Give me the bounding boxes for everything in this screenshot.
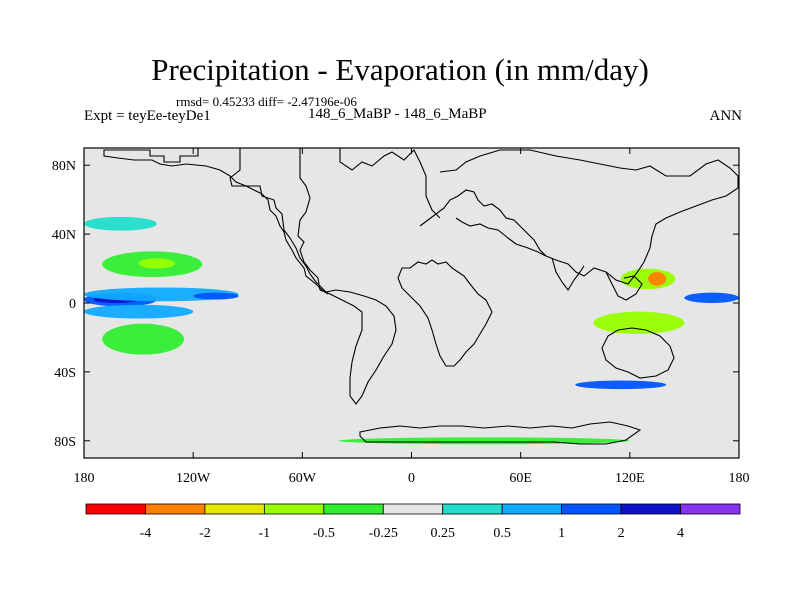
x-tick-label: 60E <box>509 471 532 486</box>
field-north-pacific-subtropic-core <box>138 258 175 269</box>
colorbar-label: 0.25 <box>430 526 455 541</box>
coastline-greenland <box>339 148 441 219</box>
field-west-pacific-wet <box>684 292 739 304</box>
coastline-india <box>551 257 585 291</box>
coastline-layer <box>103 148 739 445</box>
field-pacific-itcz-dark <box>193 292 239 300</box>
colorbar-swatch <box>442 503 503 515</box>
field-antarctic-coast-dry <box>338 437 630 445</box>
runs-subtitle: 148_6_MaBP - 148_6_MaBP <box>308 106 487 122</box>
colorbar-swatch <box>620 503 681 515</box>
x-tick-label: 180 <box>729 471 750 486</box>
field-north-pacific-midlat-wet <box>84 216 157 231</box>
y-tick-label: 0 <box>69 297 76 312</box>
y-tick-label: 80N <box>52 159 76 174</box>
coastline-north-america-east <box>297 148 321 291</box>
colorbar-label: -2 <box>199 526 211 541</box>
experiment-label: Expt = teyEe-teyDe1 <box>84 108 211 124</box>
coastline-antarctica <box>359 421 642 445</box>
coastline-asia <box>439 149 739 285</box>
x-tick-label: 60W <box>289 471 317 486</box>
colorbar: -4 -2 -1 -0.5 -0.25 0.25 0.5 1 2 4 <box>85 503 741 541</box>
colorbar-swatch <box>263 503 325 515</box>
x-tick-label: 120W <box>176 471 211 486</box>
field-layer <box>84 216 739 445</box>
field-southern-ocean-wet <box>575 380 667 390</box>
field-south-indian-dry <box>593 311 685 334</box>
colorbar-swatch <box>501 503 563 515</box>
coastline-australia <box>601 327 675 379</box>
coastline-south-america <box>319 289 397 405</box>
colorbar-label: -4 <box>140 526 152 541</box>
coastline-africa <box>397 259 493 367</box>
colorbar-swatch <box>145 503 206 515</box>
x-tick-label: 0 <box>408 471 415 486</box>
field-indonesia-dry-core <box>648 272 667 286</box>
y-tick-label: 40N <box>52 228 76 243</box>
axis-ticks: 180 120W 60W 0 60E 120E 180 80N 40N 0 40S 80S <box>52 148 750 486</box>
colorbar-swatch <box>204 503 265 515</box>
map-background <box>84 148 739 458</box>
x-tick-label: 120E <box>615 471 645 486</box>
field-indonesia-dry <box>620 268 676 290</box>
colorbar-swatch <box>323 503 384 515</box>
colorbar-swatch <box>85 503 146 515</box>
season-label: ANN <box>709 108 743 124</box>
y-tick-label: 40S <box>54 366 76 381</box>
field-south-pacific-subtropic-dry <box>102 323 185 355</box>
colorbar-label: 1 <box>558 526 565 541</box>
colorbar-swatch <box>382 503 444 515</box>
rmsd-diff-stats: rmsd= 0.45233 diff= -2.47196e-06 <box>176 94 357 109</box>
coastline-southeast-asia <box>605 271 643 301</box>
colorbar-label: -0.25 <box>369 526 398 541</box>
coastline-europe <box>419 189 547 257</box>
colorbar-label: -0.5 <box>313 526 335 541</box>
field-equatorial-pacific-south-band <box>84 304 194 319</box>
colorbar-label: 4 <box>677 526 684 541</box>
y-tick-label: 80S <box>54 435 76 450</box>
colorbar-label: 0.5 <box>493 526 511 541</box>
colorbar-label: 2 <box>618 526 625 541</box>
colorbar-label: -1 <box>259 526 271 541</box>
chart-title: Precipitation - Evaporation (in mm/day) <box>151 52 649 87</box>
colorbar-swatch <box>680 503 741 515</box>
x-tick-label: 180 <box>74 471 95 486</box>
colorbar-swatch <box>561 503 622 515</box>
